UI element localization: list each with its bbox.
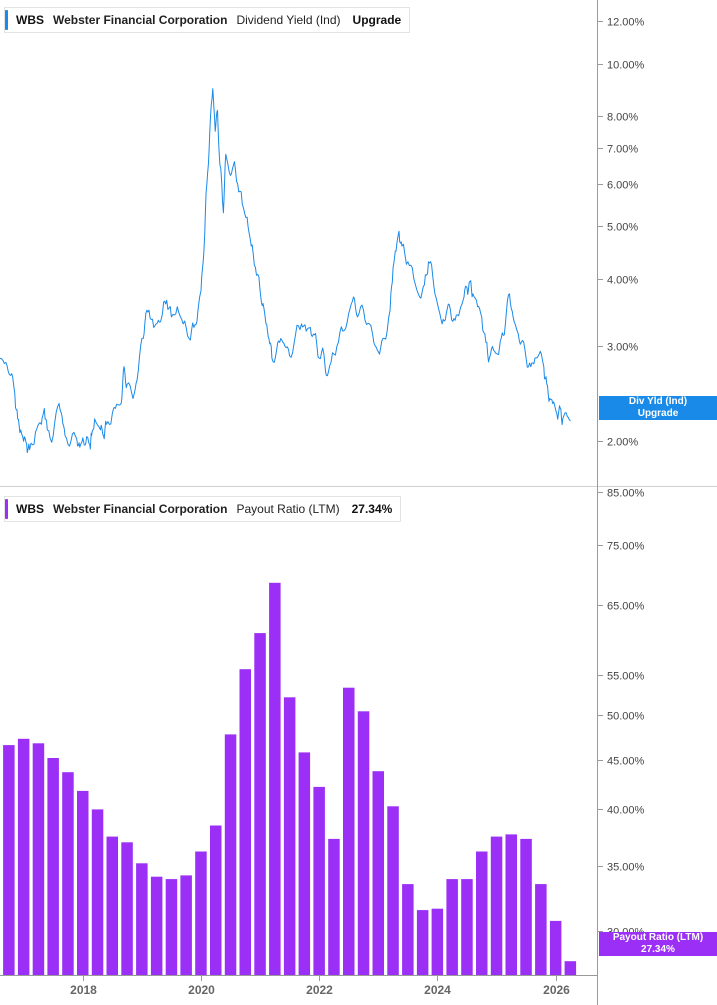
- payout-ratio-bar: [180, 875, 192, 975]
- payout-ratio-bar: [343, 687, 355, 975]
- y-tick-label: 40.00%: [607, 805, 645, 817]
- y-tick-label: 45.00%: [607, 756, 645, 768]
- payout-ratio-bar: [490, 836, 503, 975]
- payout-ratio-bar: [32, 743, 45, 975]
- payout-ratio-price-tag: Payout Ratio (LTM) 27.34%: [599, 932, 717, 956]
- payout-ratio-bar: [269, 582, 281, 975]
- payout-ratio-bar: [328, 838, 340, 975]
- y-tick-label: 75.00%: [607, 541, 645, 553]
- payout-ratio-bar: [520, 838, 532, 975]
- tag-label: Payout Ratio (LTM): [612, 932, 704, 943]
- legend-ticker: WBS: [16, 13, 44, 27]
- payout-ratio-bar: [136, 863, 148, 975]
- payout-ratio-bar: [121, 842, 133, 975]
- x-tick-label: 2026: [543, 983, 570, 997]
- legend-metric: Payout Ratio (LTM): [236, 502, 340, 516]
- payout-ratio-bar: [17, 738, 30, 975]
- payout-ratio-bar: [47, 758, 59, 975]
- y-tick-label: 10.00%: [607, 60, 645, 72]
- tag-value: Upgrade: [637, 408, 679, 419]
- legend-metric: Dividend Yield (Ind): [236, 13, 341, 27]
- dividend-yield-plot: [0, 88, 571, 454]
- payout-ratio-bar: [224, 734, 237, 975]
- x-tick-label: 2022: [306, 983, 333, 997]
- x-tick-label: 2018: [70, 983, 97, 997]
- payout-ratio-bar: [535, 884, 547, 975]
- payout-ratio-bar: [313, 786, 325, 975]
- payout-ratio-bar: [416, 910, 429, 975]
- payout-ratio-bar: [195, 851, 207, 975]
- legend-ticker: WBS: [16, 502, 44, 516]
- y-tick-label: 50.00%: [607, 711, 645, 723]
- x-tick-label: 2024: [424, 983, 451, 997]
- legend-company: Webster Financial Corporation: [53, 502, 228, 516]
- tag-label: Div Yld (Ind): [628, 396, 688, 407]
- payout-ratio-bar: [431, 908, 444, 975]
- payout-ratio-bar: [283, 697, 296, 975]
- y-tick-label: 2.00%: [607, 437, 638, 449]
- payout-ratio-bar: [239, 669, 251, 975]
- payout-ratio-bar: [446, 879, 458, 975]
- payout-ratio-bar: [357, 711, 370, 975]
- payout-ratio-bar: [387, 806, 399, 975]
- payout-ratio-bar: [91, 809, 104, 975]
- legend-color-swatch: [5, 10, 8, 30]
- y-tick-label: 65.00%: [607, 601, 645, 613]
- y-tick-label: 12.00%: [607, 17, 645, 29]
- payout-ratio-bar: [476, 851, 488, 975]
- payout-ratio-bar: [402, 884, 414, 975]
- legend-value[interactable]: Upgrade: [352, 13, 402, 27]
- payout-ratio-bar: [254, 633, 266, 975]
- y-tick-label: 3.00%: [607, 342, 638, 354]
- payout-ratio-bar: [210, 825, 222, 975]
- dividend-yield-price-tag: Div Yld (Ind) Upgrade: [599, 396, 717, 420]
- payout-ratio-legend: WBS Webster Financial Corporation Payout…: [4, 496, 402, 522]
- y-tick-label: 6.00%: [607, 180, 638, 192]
- payout-ratio-bar: [461, 879, 473, 975]
- payout-ratio-bar: [298, 752, 311, 975]
- y-tick-label: 85.00%: [607, 488, 645, 500]
- dividend-yield-legend: WBS Webster Financial Corporation Divide…: [4, 7, 411, 33]
- legend-value: 27.34%: [351, 502, 393, 516]
- tag-value: 27.34%: [641, 944, 675, 955]
- payout-ratio-bar: [372, 771, 384, 975]
- y-tick-label: 55.00%: [607, 671, 645, 683]
- y-tick-label: 5.00%: [607, 222, 638, 234]
- y-tick-label: 8.00%: [607, 112, 638, 124]
- payout-ratio-bar: [505, 834, 517, 975]
- payout-ratio-bar: [77, 790, 89, 975]
- payout-ratio-bar: [3, 745, 15, 975]
- y-tick-label: 35.00%: [607, 862, 645, 874]
- payout-ratio-bar: [165, 879, 178, 975]
- payout-ratio-bar: [106, 836, 118, 975]
- y-tick-label: 4.00%: [607, 275, 638, 287]
- dividend-yield-line: [0, 88, 571, 454]
- x-tick-label: 2020: [188, 983, 215, 997]
- legend-color-swatch: [5, 499, 8, 519]
- payout-ratio-bar: [62, 772, 74, 975]
- payout-ratio-plot: [3, 582, 577, 975]
- payout-ratio-bar: [549, 920, 562, 975]
- legend-company: Webster Financial Corporation: [53, 13, 228, 27]
- y-tick-label: 7.00%: [607, 144, 638, 156]
- payout-ratio-bar: [564, 961, 577, 975]
- payout-ratio-bar: [150, 876, 163, 975]
